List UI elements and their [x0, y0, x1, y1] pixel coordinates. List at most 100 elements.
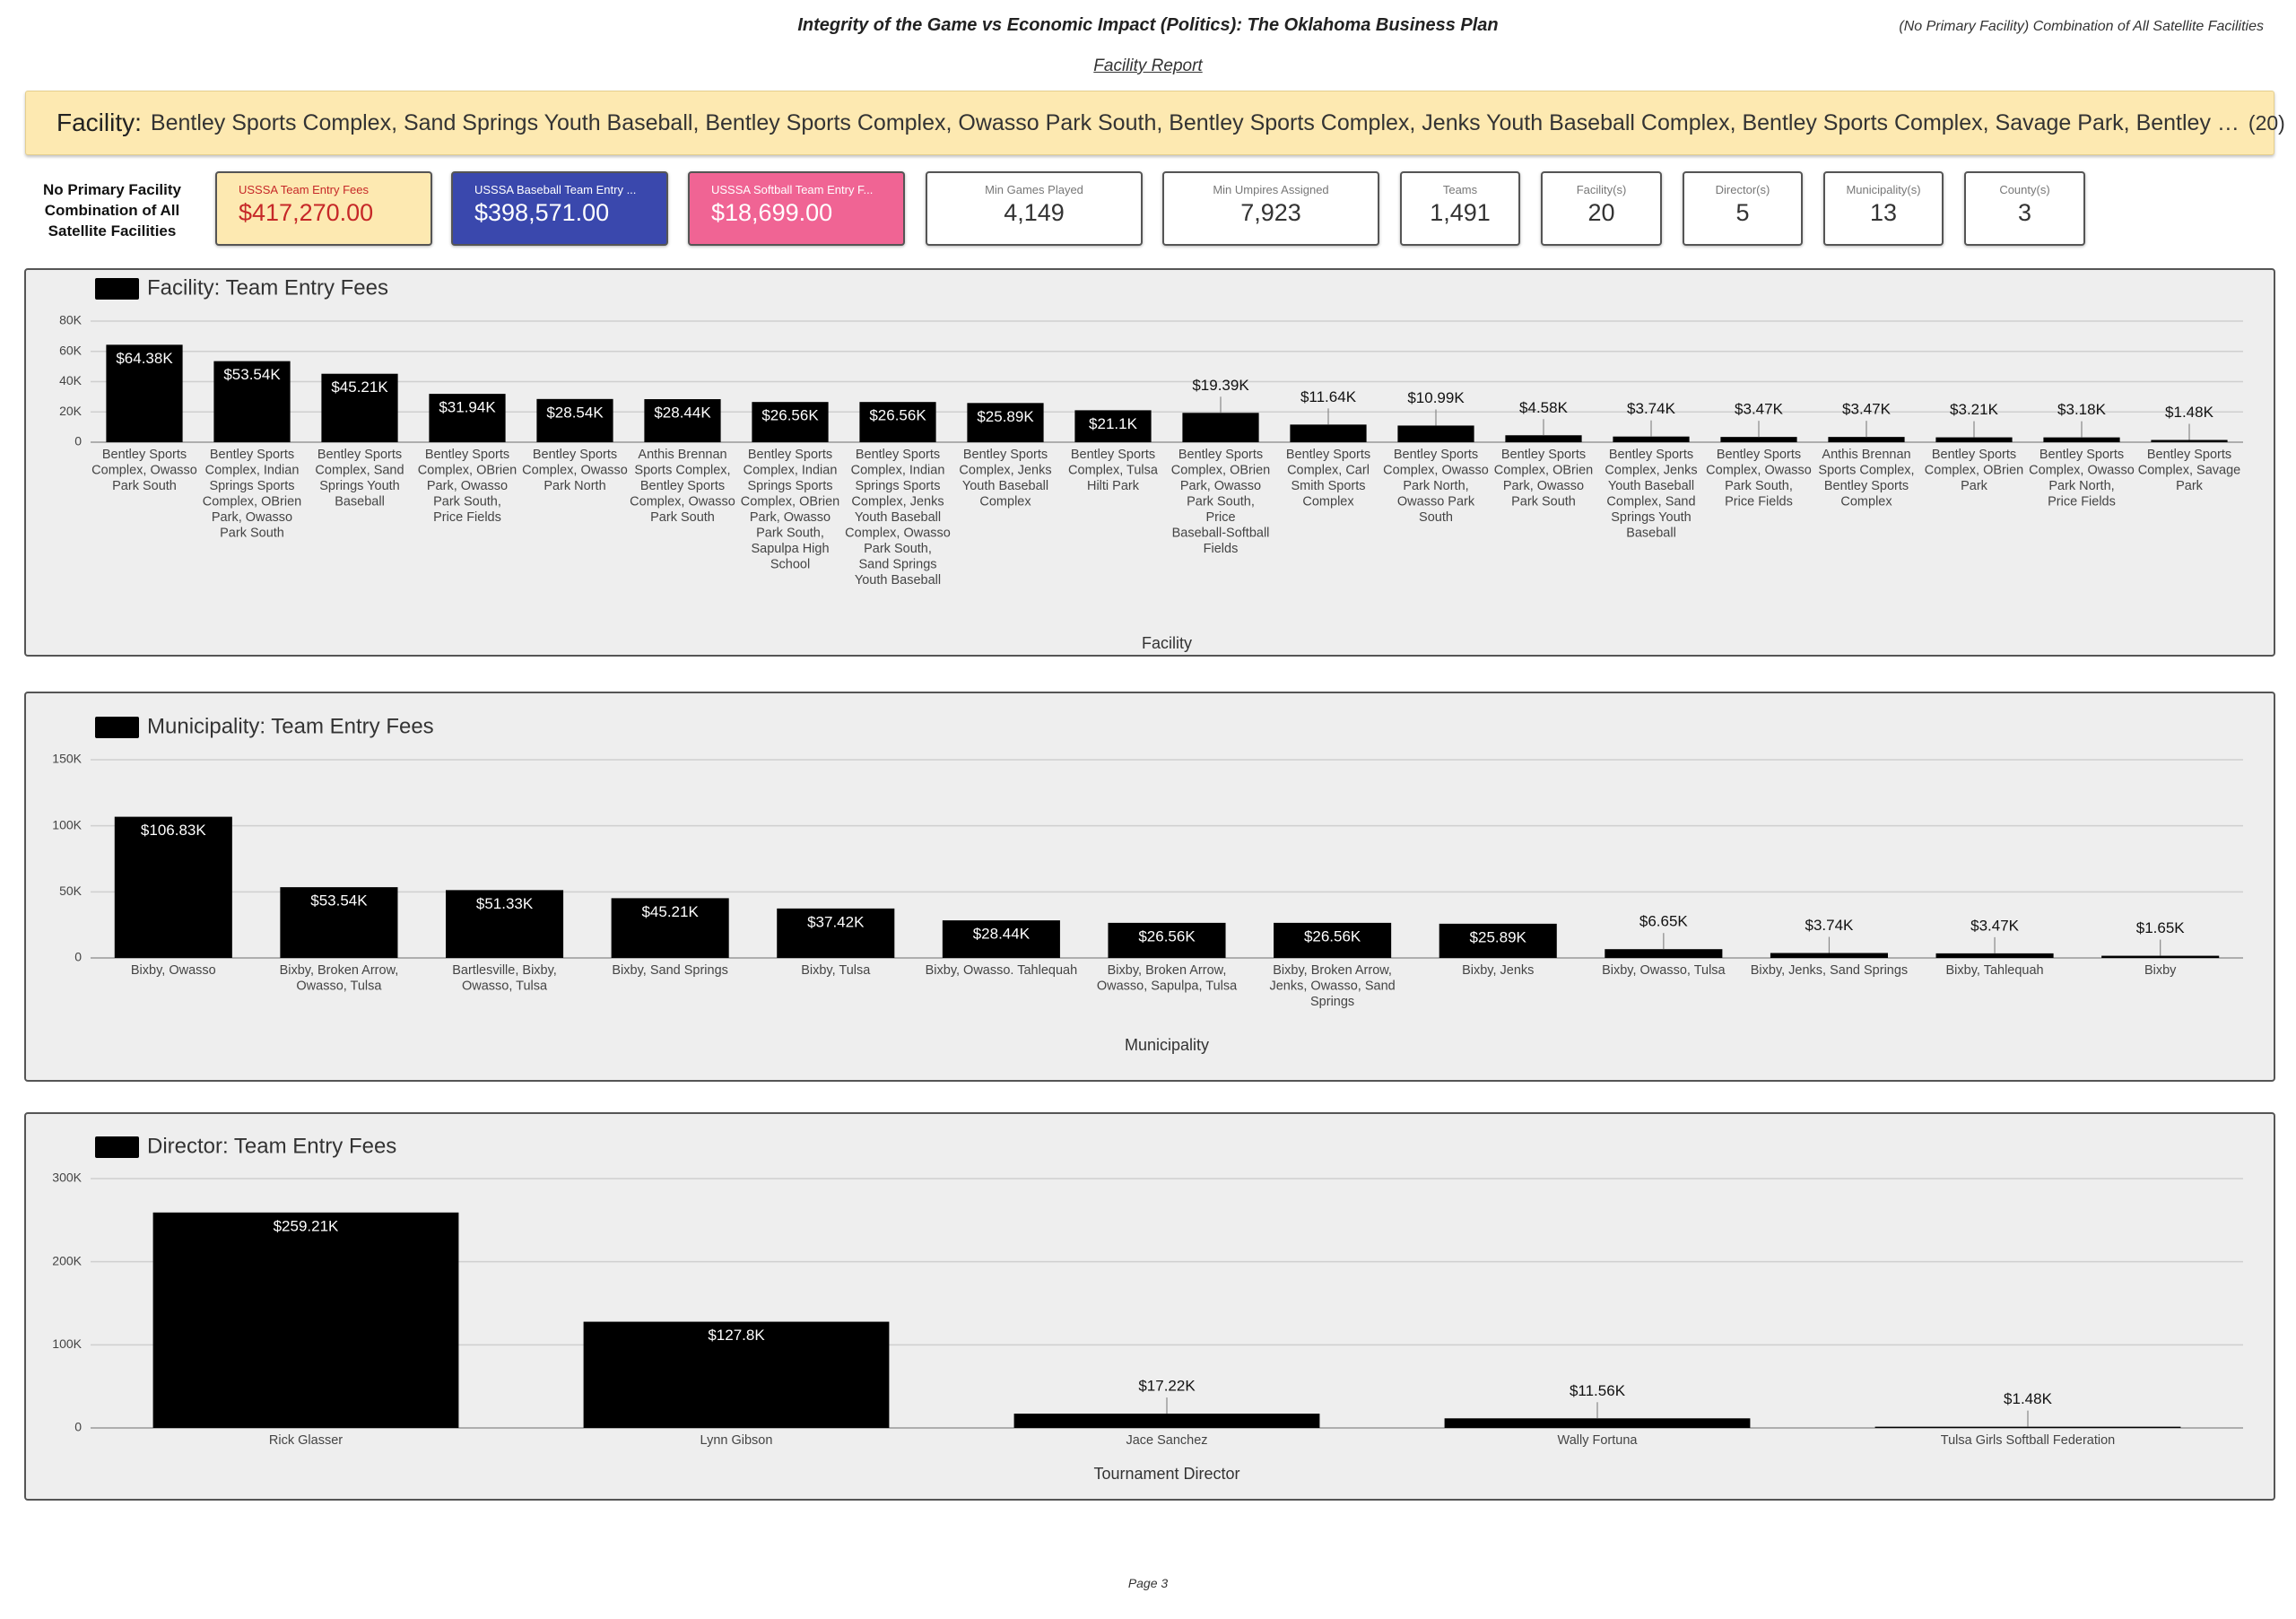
scorecard: County(s) 3: [1964, 171, 2085, 246]
x-tick-label-line: Complex, Jenks: [959, 463, 1051, 477]
x-tick-label: Lynn Gibson: [700, 1433, 773, 1448]
x-tick-label-line: Springs Sports: [747, 479, 832, 493]
y-tick-label: 100K: [52, 817, 82, 831]
filter-value: Bentley Sports Complex, Sand Springs You…: [150, 109, 2239, 135]
bar: [967, 403, 1044, 442]
scorecard-label: Teams: [1442, 183, 1478, 196]
x-tick-label: Anthis Brennan Sports Complex, Bentley Spo…: [1818, 448, 1914, 509]
bar: [536, 398, 613, 442]
x-tick-label-line: Bentley Sports: [210, 448, 294, 462]
scorecard: Min Games Played 4,149: [926, 171, 1143, 246]
data-label: $4.58K: [1519, 399, 1569, 416]
scorecard-value: $417,270.00: [239, 199, 374, 226]
x-tick-label-line: Park, Owasso: [212, 510, 292, 525]
x-tick-label-line: Park, Owasso: [1180, 479, 1261, 493]
data-label: $26.56K: [869, 407, 926, 424]
facility-filter[interactable]: Facility: Bentley Sports Complex, Sand S…: [25, 91, 2285, 155]
y-tick-label: 0: [74, 950, 82, 964]
x-tick-label-line: Complex, Owasso: [845, 526, 951, 540]
bar: [1505, 435, 1582, 442]
x-tick-label-line: Baseball: [335, 494, 385, 509]
chart: 0 50K 100K 150K Municipality: Team Entry Fee…: [24, 692, 2275, 1082]
bar: [2151, 440, 2228, 442]
legend-label: Municipality: Team Entry Fees: [147, 714, 434, 738]
x-tick-label-line: Complex, OBrien: [1494, 463, 1593, 477]
x-tick-label-line: Bentley Sports: [1932, 448, 2016, 462]
x-tick-label-line: Lynn Gibson: [700, 1433, 773, 1448]
x-tick-label: Tulsa Girls Softball Federation: [1941, 1433, 2116, 1448]
x-tick-label-line: Tulsa Girls Softball Federation: [1941, 1433, 2116, 1448]
scorecard-label: USSSA Team Entry Fees: [239, 183, 369, 196]
data-label: $3.18K: [2057, 401, 2107, 418]
x-tick-label-line: School: [770, 557, 810, 571]
x-tick-label-line: Springs Youth: [319, 479, 400, 493]
x-tick-label-line: Park South,: [864, 542, 932, 556]
x-tick-label-line: Complex, Owasso: [2029, 463, 2135, 477]
data-label: $28.44K: [654, 404, 711, 421]
x-tick-label: Bentley Sports Complex, Carl Smith Sports C…: [1286, 448, 1370, 509]
x-tick-label-line: Baseball-Softball: [1172, 526, 1270, 540]
chart-panel: [24, 692, 2275, 1082]
x-tick-label-line: Wally Fortuna: [1558, 1433, 1639, 1448]
x-tick-label-line: Owasso, Tulsa: [462, 979, 548, 993]
x-tick-label-line: Hilti Park: [1087, 479, 1140, 493]
x-tick-label-line: Bixby: [2144, 963, 2177, 978]
x-tick-label: Bixby, Tulsa: [801, 963, 871, 978]
bar: [1828, 437, 1905, 442]
x-tick-label-line: Park North,: [1403, 479, 1468, 493]
x-tick-label-line: Owasso Park: [1397, 494, 1475, 509]
x-tick-label-line: Complex, OBrien: [203, 494, 301, 509]
bar: [1182, 413, 1259, 442]
x-tick-label-line: Bixby, Owasso. Tahlequah: [926, 963, 1078, 978]
data-label: $6.65K: [1639, 913, 1689, 930]
data-label: $37.42K: [807, 913, 865, 930]
scorecard-value: 20: [1587, 199, 1615, 226]
x-tick-label-line: Complex, Savage: [2138, 463, 2240, 477]
x-tick-label-line: Owasso, Tulsa: [296, 979, 382, 993]
bar: [1108, 922, 1226, 958]
x-tick-label-line: Bentley Sports: [425, 448, 509, 462]
filter-label: Facility:: [57, 109, 142, 136]
bar: [1720, 437, 1797, 442]
x-tick-label-line: Price Fields: [2048, 494, 2116, 509]
scorecard-caption: No Primary Facility Combination of All S…: [42, 181, 181, 239]
scorecard-label: Director(s): [1715, 183, 1770, 196]
x-tick-label: Jace Sanchez: [1126, 1433, 1207, 1448]
bar: [1874, 1426, 2181, 1428]
data-label: $11.56K: [1570, 1382, 1626, 1399]
x-tick-label-line: Park South,: [1187, 494, 1255, 509]
chart: 0 100K 200K 300K Director: Team Entry Fees $2…: [24, 1112, 2275, 1501]
x-tick-label: Bentley Sports Complex, Savage Park: [2138, 448, 2240, 493]
scorecard-value: 1,491: [1430, 199, 1491, 226]
x-tick-label: Bixby, Sand Springs: [612, 963, 728, 978]
y-tick-label: 200K: [52, 1253, 82, 1267]
x-axis-title: Tournament Director: [1093, 1465, 1239, 1483]
bar: [1613, 436, 1690, 442]
data-label: $26.56K: [761, 407, 819, 424]
filter-count: (20): [2248, 110, 2285, 135]
data-label: $28.54K: [546, 404, 604, 421]
bar: [644, 399, 721, 442]
x-tick-label: Bentley Sports Complex, Owasso Park North: [522, 448, 628, 493]
x-tick-label-line: Complex, Owasso: [522, 463, 628, 477]
report-context: (No Primary Facility) Combination of All…: [1899, 19, 2264, 34]
bar: [1444, 1418, 1751, 1428]
scorecard: USSSA Baseball Team Entry ... $398,571.00: [451, 171, 668, 246]
bar: [213, 361, 291, 442]
x-tick-label-line: Rick Glasser: [269, 1433, 343, 1448]
data-label: $1.48K: [2004, 1390, 2053, 1407]
x-tick-label: Bentley Sports Complex, Owasso Park South,…: [1706, 448, 1812, 509]
x-tick-label-line: Complex, Indian: [744, 463, 838, 477]
x-tick-label: Bixby, Owasso: [131, 963, 216, 978]
data-label: $19.39K: [1192, 377, 1249, 394]
x-tick-label: Bentley Sports Complex, Jenks Youth Baseba…: [959, 448, 1051, 509]
x-tick-label-line: Complex, Jenks: [851, 494, 944, 509]
x-tick-label: Bentley Sports Complex, OBrien Park, Owass…: [418, 448, 517, 525]
x-tick-label-line: Park South,: [433, 494, 501, 509]
x-tick-label: Bentley Sports Complex, Owasso Park North,…: [2029, 448, 2135, 509]
x-tick-label-line: Complex, Tulsa: [1068, 463, 1159, 477]
x-tick-label-line: Park South: [650, 510, 715, 525]
x-tick-label: Bixby, Jenks: [1462, 963, 1534, 978]
data-label: $26.56K: [1138, 927, 1196, 944]
